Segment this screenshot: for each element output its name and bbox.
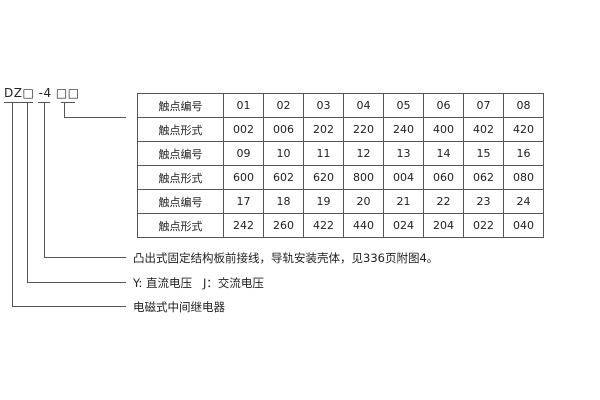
table-cell: 05 <box>383 93 424 118</box>
leader-structure-v <box>44 102 45 258</box>
table-cell: 10 <box>263 141 304 166</box>
table-cell: 420 <box>503 117 544 142</box>
table-cell: 02 <box>263 93 304 118</box>
table-cell: 060 <box>423 165 464 190</box>
leader-type-v <box>12 102 13 307</box>
table-cell: 08 <box>503 93 544 118</box>
table-cell: 260 <box>263 213 304 238</box>
row-label: 触点形式 <box>137 213 224 238</box>
table-cell: 242 <box>223 213 264 238</box>
table-cell: 240 <box>383 117 424 142</box>
table-cell: 06 <box>423 93 464 118</box>
table-row: 触点编号 09 10 11 12 13 14 15 16 <box>137 141 544 166</box>
table-cell: 13 <box>383 141 424 166</box>
table-cell: 12 <box>343 141 384 166</box>
table-cell: 620 <box>303 165 344 190</box>
row-label: 触点编号 <box>137 189 224 214</box>
table-cell: 01 <box>223 93 264 118</box>
table-cell: 11 <box>303 141 344 166</box>
table-cell: 17 <box>223 189 264 214</box>
table-cell: 21 <box>383 189 424 214</box>
underline-dz <box>4 102 24 103</box>
table-cell: 220 <box>343 117 384 142</box>
table-cell: 440 <box>343 213 384 238</box>
table-cell: 22 <box>423 189 464 214</box>
leader-contact-h <box>64 117 126 118</box>
table-cell: 19 <box>303 189 344 214</box>
table-cell: 602 <box>263 165 304 190</box>
table-cell: 07 <box>463 93 504 118</box>
table-cell: 040 <box>503 213 544 238</box>
table-cell: 204 <box>423 213 464 238</box>
model-code: DZ□ -4 □□ <box>4 86 80 100</box>
leader-type-h <box>12 306 126 307</box>
table-row: 触点编号 01 02 03 04 05 06 07 08 <box>137 93 544 118</box>
table-cell: 024 <box>383 213 424 238</box>
table-cell: 080 <box>503 165 544 190</box>
table-cell: 04 <box>343 93 384 118</box>
table-cell: 062 <box>463 165 504 190</box>
underline-contact <box>61 102 75 103</box>
table-row: 触点形式 600 602 620 800 004 060 062 080 <box>137 165 544 190</box>
leader-structure-h <box>44 257 126 258</box>
table-cell: 15 <box>463 141 504 166</box>
leader-voltage-h <box>27 282 126 283</box>
table-cell: 006 <box>263 117 304 142</box>
table-cell: 800 <box>343 165 384 190</box>
table-row: 触点编号 17 18 19 20 21 22 23 24 <box>137 189 544 214</box>
leader-voltage-v <box>27 102 28 283</box>
table-row: 触点形式 242 260 422 440 024 204 022 040 <box>137 213 544 238</box>
table-cell: 202 <box>303 117 344 142</box>
leader-contact-v <box>64 102 65 118</box>
row-label: 触点形式 <box>137 165 224 190</box>
table-cell: 14 <box>423 141 464 166</box>
table-cell: 004 <box>383 165 424 190</box>
table-cell: 24 <box>503 189 544 214</box>
table-cell: 09 <box>223 141 264 166</box>
table-cell: 400 <box>423 117 464 142</box>
row-label: 触点编号 <box>137 93 224 118</box>
table-cell: 16 <box>503 141 544 166</box>
row-label: 触点编号 <box>137 141 224 166</box>
table-row: 触点形式 002 006 202 220 240 400 402 420 <box>137 117 544 142</box>
table-cell: 23 <box>463 189 504 214</box>
note-voltage: Y: 直流电压 J：交流电压 <box>133 276 264 290</box>
note-type: 电磁式中间继电器 <box>133 300 225 314</box>
row-label: 触点形式 <box>137 117 224 142</box>
note-structure: 凸出式固定结构板前接线，导轨安装壳体，见336页附图4。 <box>133 251 439 265</box>
table-cell: 20 <box>343 189 384 214</box>
contact-table: 触点编号 01 02 03 04 05 06 07 08 触点形式 002 006 202 220 240 4… <box>137 93 544 238</box>
table-cell: 002 <box>223 117 264 142</box>
table-cell: 600 <box>223 165 264 190</box>
table-cell: 03 <box>303 93 344 118</box>
table-cell: 18 <box>263 189 304 214</box>
table-cell: 402 <box>463 117 504 142</box>
table-cell: 022 <box>463 213 504 238</box>
table-cell: 422 <box>303 213 344 238</box>
